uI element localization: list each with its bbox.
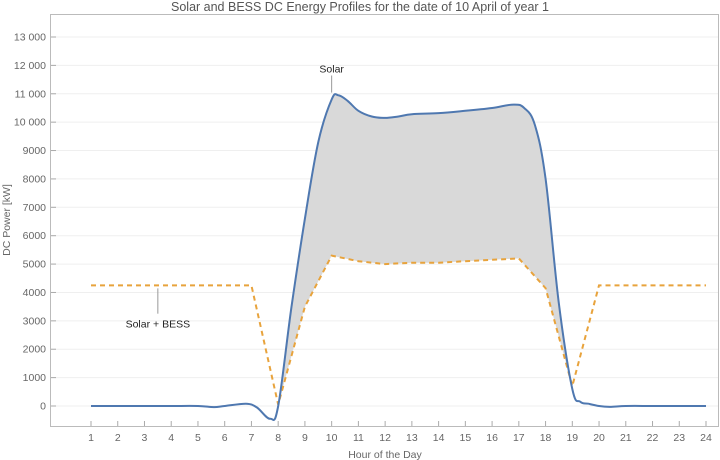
x-tick-label: 15 [460,432,472,444]
x-tick-label: 18 [540,432,552,444]
x-tick-label: 21 [620,432,632,444]
y-tick-label: 13 000 [14,32,46,44]
x-tick-label: 3 [142,432,148,444]
y-tick-label: 4000 [23,287,47,299]
y-tick-label: 7000 [23,202,47,214]
x-tick-label: 6 [222,432,228,444]
series-solar-bess-line [91,254,706,405]
x-tick-label: 13 [406,432,418,444]
y-axis-title: DC Power [kW] [1,184,13,256]
y-tick-label: 3000 [23,315,47,327]
x-tick-label: 7 [249,432,255,444]
x-tick-label: 19 [566,432,578,444]
x-tick-label: 20 [593,432,605,444]
x-tick-label: 5 [195,432,201,444]
y-tick-label: 2000 [23,344,47,356]
y-tick-label: 6000 [23,230,47,242]
x-tick-label: 10 [326,432,338,444]
x-tick-label: 16 [486,432,498,444]
difference-fill-area [278,94,573,406]
x-tick-label: 11 [353,432,364,444]
y-tick-label: 12 000 [14,60,46,72]
y-tick-label: 10 000 [14,117,46,129]
annotation-label: Solar + BESS [126,319,191,331]
x-axis-title: Hour of the Day [348,449,422,460]
x-tick-label: 2 [115,432,121,444]
y-tick-label: 11 000 [15,88,46,100]
series-solar-line [91,93,706,421]
plot-frame [50,14,719,427]
x-tick-label: 12 [379,432,391,444]
x-tick-label: 1 [88,432,94,444]
x-tick-label: 24 [700,432,712,444]
x-tick-label: 14 [433,432,445,444]
x-tick-label: 8 [275,432,281,444]
y-tick-label: 5000 [23,259,47,271]
series-layer [91,93,706,421]
chart-title: Solar and BESS DC Energy Profiles for th… [171,0,549,14]
x-tick-label: 17 [513,432,525,444]
annotation-label: Solar [319,63,344,75]
annotations: Solar Solar + BESS [126,63,345,330]
axis-ticks: 0 1000 2000 3000 4000 5000 6000 7000 8000 9000 10 … [14,32,712,445]
y-tick-label: 0 [40,401,46,413]
x-tick-label: 22 [647,432,659,444]
y-tick-label: 9000 [23,145,47,157]
x-tick-label: 9 [302,432,308,444]
x-tick-label: 23 [673,432,685,444]
y-tick-label: 1000 [23,372,47,384]
y-tick-label: 8000 [23,173,47,185]
x-tick-label: 4 [168,432,174,444]
